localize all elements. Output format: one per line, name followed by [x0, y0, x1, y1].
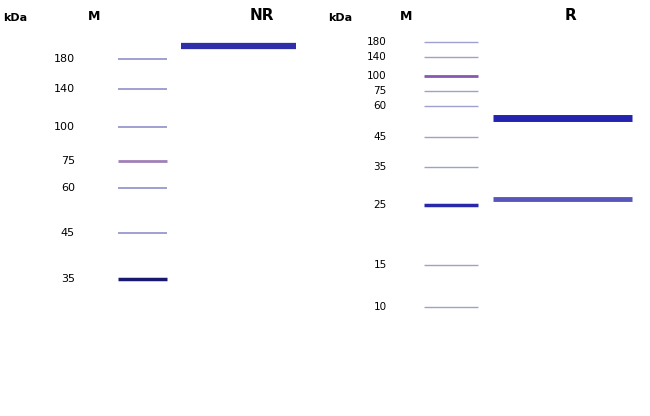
Text: 75: 75	[374, 86, 387, 96]
Text: 15: 15	[374, 260, 387, 270]
Text: 180: 180	[367, 37, 387, 47]
Text: 35: 35	[374, 162, 387, 172]
Text: 60: 60	[374, 102, 387, 111]
Text: NR: NR	[250, 8, 274, 23]
Text: 140: 140	[367, 52, 387, 62]
Text: M: M	[400, 10, 413, 23]
Text: 140: 140	[53, 84, 75, 94]
Text: 75: 75	[60, 156, 75, 166]
Text: 25: 25	[374, 200, 387, 210]
Text: 45: 45	[60, 228, 75, 238]
Text: 10: 10	[374, 302, 387, 312]
Text: R: R	[564, 8, 577, 23]
Text: 100: 100	[367, 71, 387, 81]
Text: 60: 60	[60, 183, 75, 193]
Text: kDa: kDa	[328, 13, 352, 23]
Text: kDa: kDa	[3, 13, 27, 23]
Text: 100: 100	[54, 122, 75, 132]
Text: M: M	[88, 10, 101, 23]
Text: 45: 45	[374, 131, 387, 141]
Text: 180: 180	[53, 54, 75, 64]
Text: 35: 35	[60, 274, 75, 284]
